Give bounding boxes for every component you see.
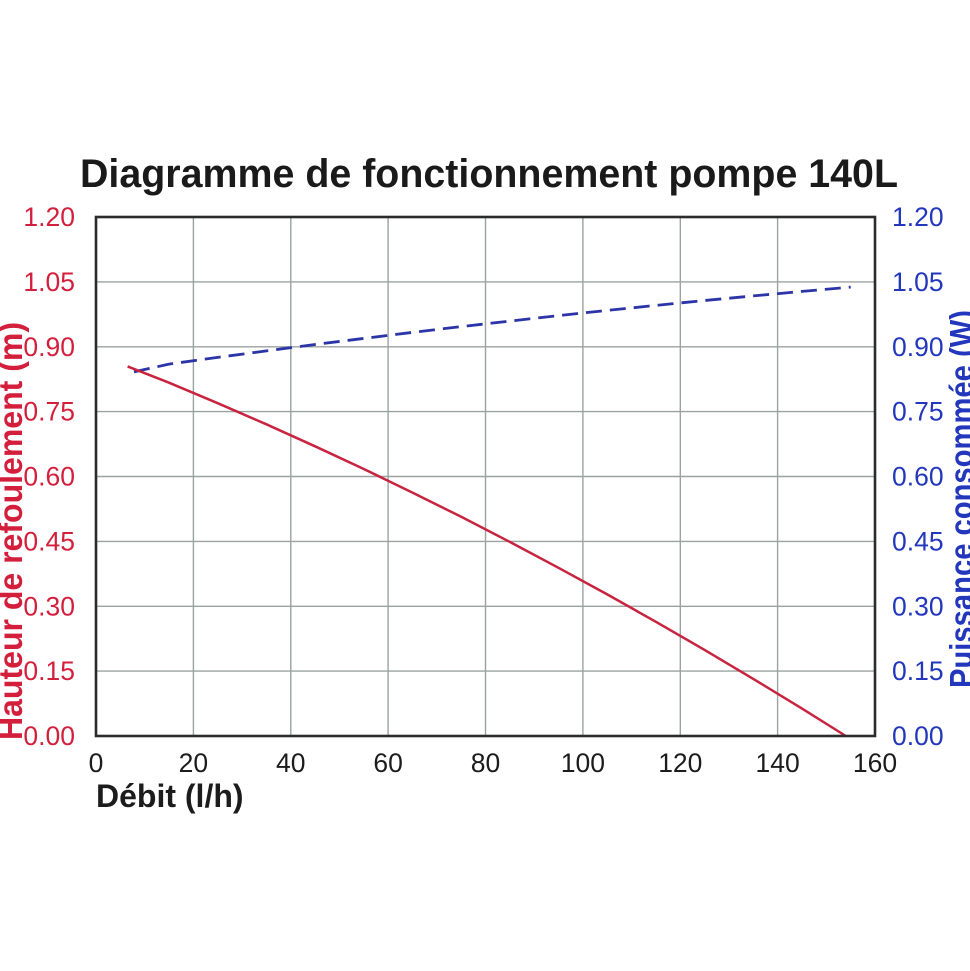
- svg-text:40: 40: [276, 748, 305, 778]
- svg-text:0.60: 0.60: [892, 462, 944, 492]
- svg-text:120: 120: [658, 748, 702, 778]
- svg-text:0.15: 0.15: [892, 656, 944, 686]
- svg-text:0.45: 0.45: [23, 526, 75, 556]
- svg-text:Diagramme de fonctionnement po: Diagramme de fonctionnement pompe 140L: [80, 152, 898, 196]
- svg-text:0.30: 0.30: [23, 591, 75, 621]
- svg-text:0.45: 0.45: [892, 526, 944, 556]
- svg-text:0.60: 0.60: [23, 462, 75, 492]
- svg-text:0.75: 0.75: [892, 397, 944, 427]
- svg-text:0.00: 0.00: [892, 721, 944, 751]
- svg-text:Puissance consommée (W): Puissance consommée (W): [943, 310, 970, 688]
- svg-text:0.15: 0.15: [23, 656, 75, 686]
- svg-text:140: 140: [755, 748, 799, 778]
- svg-text:100: 100: [561, 748, 605, 778]
- svg-text:160: 160: [853, 748, 897, 778]
- svg-text:60: 60: [373, 748, 402, 778]
- svg-text:0: 0: [89, 748, 104, 778]
- svg-text:20: 20: [179, 748, 208, 778]
- svg-text:Hauteur de refoulement (m): Hauteur de refoulement (m): [0, 322, 29, 740]
- svg-text:1.20: 1.20: [23, 202, 75, 232]
- svg-text:0.30: 0.30: [892, 591, 944, 621]
- svg-text:0.00: 0.00: [23, 721, 75, 751]
- svg-text:1.20: 1.20: [892, 202, 944, 232]
- svg-text:0.75: 0.75: [23, 397, 75, 427]
- svg-text:Débit (l/h): Débit (l/h): [96, 778, 244, 814]
- svg-text:0.90: 0.90: [892, 332, 944, 362]
- svg-text:1.05: 1.05: [892, 267, 944, 297]
- svg-text:80: 80: [471, 748, 500, 778]
- svg-text:1.05: 1.05: [23, 267, 75, 297]
- svg-text:0.90: 0.90: [23, 332, 75, 362]
